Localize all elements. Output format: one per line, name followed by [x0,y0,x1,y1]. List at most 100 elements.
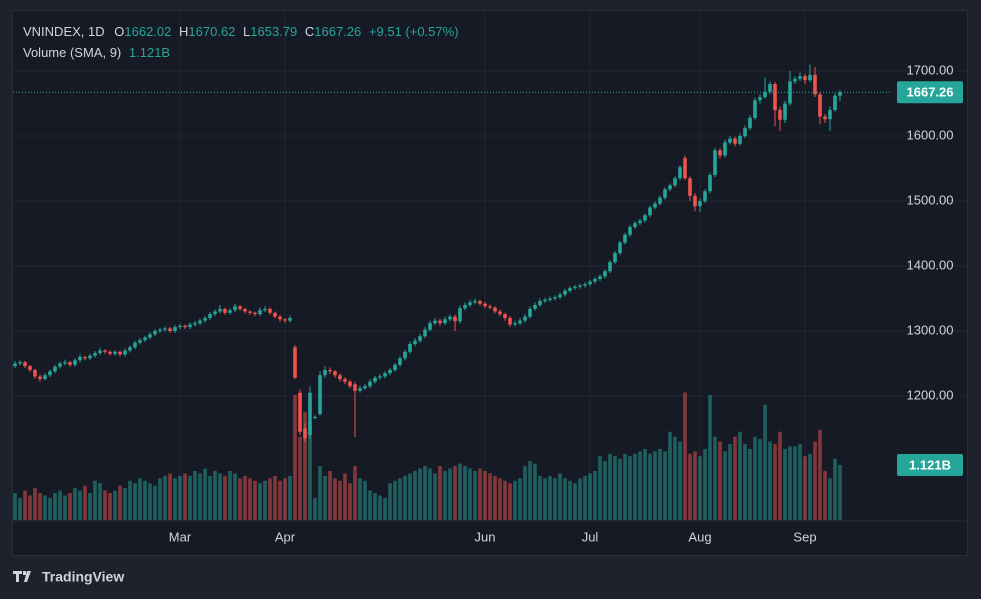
candle-body [478,301,482,304]
candle-body [373,377,377,382]
volume-bar [33,488,37,520]
volume-bar [83,485,87,520]
volume-bar [483,470,487,520]
candle-body [368,381,372,387]
x-tick-label: Mar [169,529,192,544]
candle-body [38,376,42,380]
volume-bar [623,453,627,520]
candle-body [433,320,437,324]
candle-body [618,242,622,254]
candle-body [308,392,312,435]
candle-body [693,195,697,207]
close-value: 1667.26 [314,24,361,39]
volume-bar [73,488,77,520]
volume-bar [93,480,97,520]
candle-body [288,317,292,321]
candle-body [823,116,827,120]
volume-bar [273,475,277,520]
candle-body [303,428,307,439]
volume-bar [578,478,582,520]
volume-bar [263,480,267,520]
candle-body [653,203,657,208]
candle-body [813,74,817,95]
candle-body [733,138,737,144]
candle-body [408,343,412,352]
low-value: 1653.79 [250,24,297,39]
candle-body [548,298,552,300]
volume-bar [663,451,667,520]
volume-bar [28,495,32,520]
candle-body [183,325,187,328]
volume-bar [498,478,502,520]
logo[interactable]: TradingView [13,569,124,585]
volume-bar [353,466,357,520]
volume-bar [838,465,842,520]
legend-volume: Volume (SMA, 9) 1.121B [23,45,170,60]
volume-bar [433,473,437,520]
candle-body [333,371,337,376]
candle-body [418,336,422,341]
volume-last: 1.121B [129,45,170,60]
volume-bar [808,453,812,520]
y-tick-label: 1700.00 [907,62,954,77]
volume-bar [218,473,222,520]
candle-body [18,362,22,364]
volume-bar [773,443,777,520]
candle-body [108,351,112,354]
volume-bar [173,478,177,520]
candle-body [198,320,202,324]
volume-bar [798,443,802,520]
volume-bar [643,448,647,520]
volume-bar [38,493,42,520]
volume-bar [558,473,562,520]
candle-body [33,369,37,377]
volume-bar [488,473,492,520]
volume-bar [603,461,607,520]
volume-bar [693,451,697,520]
volume-bar [68,493,72,520]
y-tick-label: 1400.00 [907,257,954,272]
candle-body [483,303,487,307]
candle-body [318,375,322,415]
candle-body [818,94,822,117]
volume-bar [113,490,117,520]
volume-bar [343,473,347,520]
candle-body [173,327,177,331]
candle-body [563,290,567,295]
volume-bar [588,473,592,520]
candle-body [578,285,582,287]
candle-body [193,323,197,325]
volume-bar [153,485,157,520]
symbol: VNINDEX, 1D [23,24,105,39]
volume-bar [358,478,362,520]
candle-body [298,392,302,432]
volume-bar [728,443,732,520]
volume-bar [818,429,822,520]
candle-body [268,308,272,313]
candle-body [118,351,122,355]
volume-bar [288,475,292,520]
candle-body [53,366,57,372]
volume-bar [783,448,787,520]
candle-body [278,316,282,320]
change: +9.51 (+0.57%) [369,24,459,39]
high-value: 1670.62 [188,24,235,39]
candle-body [28,366,32,370]
volume-bar [43,495,47,520]
volume-bar [148,483,152,520]
x-tick-label: Aug [688,529,711,544]
volume-bar [793,446,797,520]
candle-body [203,317,207,321]
candle-body [708,175,712,192]
volume-bar [538,475,542,520]
volume-bar [348,483,352,520]
candle-body [88,355,92,359]
candle-body [443,319,447,324]
volume-bar [168,473,172,520]
open-value: 1662.02 [124,24,171,39]
candle-body [568,288,572,291]
candle-body [738,136,742,144]
last-price-box [897,81,963,104]
volume-bar [13,493,17,520]
close-label: C [305,24,314,39]
